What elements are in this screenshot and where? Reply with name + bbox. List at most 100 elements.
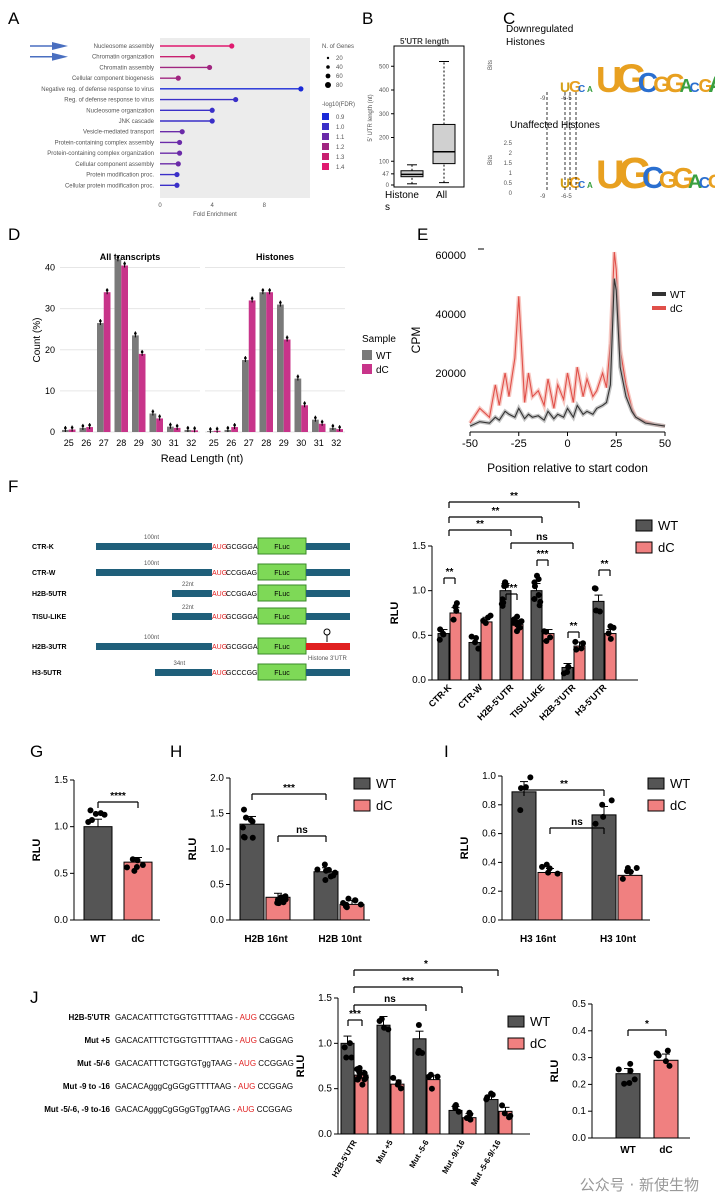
D-xtick-label: 30 [151, 438, 161, 448]
F-ytick-label: 0.0 [412, 675, 426, 686]
J1-bar-dc-point [499, 1102, 506, 1109]
D-point [105, 288, 109, 292]
A-lollipop-head [174, 171, 180, 178]
J2-bar-dc-point [664, 1047, 671, 1054]
D-point [215, 427, 219, 431]
G-ytick-label: 0.5 [54, 868, 68, 879]
F-bar-dc-point [607, 635, 614, 642]
H-legend-wt-label: WT [376, 776, 396, 791]
D-point [209, 427, 212, 431]
I-bar-dc-point [554, 870, 561, 877]
C-ytick-label: 2.5 [504, 141, 513, 147]
J-seq-upstream: GACACAgggCgGGgGTggTAAG - [115, 1105, 237, 1114]
F-tail-bar [306, 669, 350, 676]
F-construct-name: H2B-5UTR [32, 591, 67, 598]
J1-bar-dc-point [428, 1085, 435, 1092]
D-legend-dc-swatch [362, 364, 372, 374]
J1-bar-wt-point [348, 1054, 355, 1061]
I-ylabel: RLU [459, 837, 471, 860]
panel-letter-H: H [170, 742, 182, 761]
C-ytick-label: 1 [509, 171, 513, 177]
F-bar-dc-point [482, 619, 489, 626]
F-bar-dc-point [485, 614, 492, 621]
F-sig-top-label: ** [510, 491, 518, 502]
panel-letter-E: E [417, 225, 428, 244]
J2-bar-dc-point [662, 1058, 669, 1065]
J1-legend-dc-swatch [507, 1037, 525, 1050]
A-term-label: Protein-containing complex organization [47, 151, 154, 157]
F-ylabel: RLU [389, 602, 401, 625]
B-ytick-label: 47 [382, 172, 389, 178]
F-bar-dc [449, 612, 462, 681]
J2-ytick-label: 0.4 [572, 1026, 586, 1037]
D-xtick-label: 26 [81, 438, 91, 448]
J2-ytick-label: 0.0 [572, 1133, 586, 1144]
A-lollipop-head [206, 64, 213, 71]
D-point [186, 426, 190, 430]
H-bar-dc-point [345, 895, 352, 902]
F-utr-length-label: 22nt [182, 582, 194, 588]
J1-bar-wt-point [484, 1094, 491, 1101]
D-point [233, 423, 236, 427]
panel-letter-C: C [503, 9, 515, 28]
J1-bar-wt-point [489, 1091, 496, 1098]
D-bar [86, 427, 93, 432]
A-term-label: Protein modification proc. [86, 173, 154, 179]
C-ylabel-bottom: Bits [488, 155, 494, 165]
E-xtick-label: 50 [659, 438, 671, 450]
F-construct-name: H3-5UTR [32, 670, 62, 677]
J1-ytick-label: 1.5 [318, 993, 332, 1004]
A-lollipop-head [229, 43, 235, 49]
E-ytick-label: 40000 [435, 309, 466, 321]
F-tail-bar [306, 590, 350, 597]
I-bar-wt-point [599, 801, 606, 808]
J-sequence: GACACAgggCgGGgGTggTAAG - AUG CCGGAG [115, 1105, 292, 1114]
B-ytick-label: 500 [379, 64, 390, 70]
D-bar [266, 292, 273, 432]
B-xtick-label: Histone [385, 190, 419, 201]
F-ytick-label: 1.0 [412, 586, 426, 597]
I-bar-dc-point [539, 863, 546, 870]
D-bar [114, 259, 122, 432]
A-fdr-legend-swatch [322, 163, 329, 170]
B-title: 5'UTR length [400, 37, 449, 46]
C-logo-letter: G [616, 57, 647, 101]
A-lollipop-head [174, 182, 180, 188]
F-bar-dc-point [605, 630, 612, 637]
C-ytick-label: 2 [509, 151, 513, 157]
F-utr-length-label: 100nt [144, 635, 159, 641]
F-construct-name: H2B-3UTR [32, 644, 67, 651]
F-ytick-label: 1.5 [412, 541, 426, 552]
C-logo-letter: G [672, 163, 694, 195]
J1-bar-dc-point [434, 1073, 441, 1080]
E-legend-wt-swatch [652, 292, 666, 296]
D-bar [132, 335, 139, 432]
D-bar [103, 292, 111, 432]
H-bar-wt-point [330, 872, 337, 879]
H-legend-wt-swatch [353, 777, 371, 790]
C-logo-letter: A [688, 171, 702, 193]
H-bar-wt-point [323, 867, 330, 874]
C-logo-letter: G [708, 171, 715, 193]
J-sequence: GACACATTTCTGGTGTTTTAAG - AUG CCGGAG [115, 1013, 295, 1022]
H-sig-2-label: ns [296, 825, 308, 836]
I-legend-dc-swatch [647, 799, 665, 812]
A-genes-legend-dot [326, 56, 330, 60]
F-fluc-label: FLuc [274, 644, 290, 651]
J-seq-name: Mut -9 to -16 [63, 1082, 111, 1091]
A-lollipop-head [298, 86, 304, 92]
D-bar [259, 292, 267, 432]
C-logo-letter: G [569, 175, 581, 192]
A-lollipop-head [209, 107, 215, 113]
C-pos-label: -9 [540, 194, 546, 200]
G-bar-wt-point [97, 810, 104, 817]
J1-bar-dc-point [359, 1081, 366, 1088]
J2-bar-dc-point [666, 1062, 673, 1069]
A-genes-legend-title: N. of Genes [322, 44, 354, 50]
F-bar-dc-point [547, 634, 554, 641]
A-fdr-legend-swatch [322, 153, 329, 160]
F-bar-dc-point [514, 613, 521, 620]
A-highlight-arrow [52, 52, 68, 61]
J-seq-upstream: GACACATTTCTGGTGTTTTAAG - [115, 1036, 240, 1045]
